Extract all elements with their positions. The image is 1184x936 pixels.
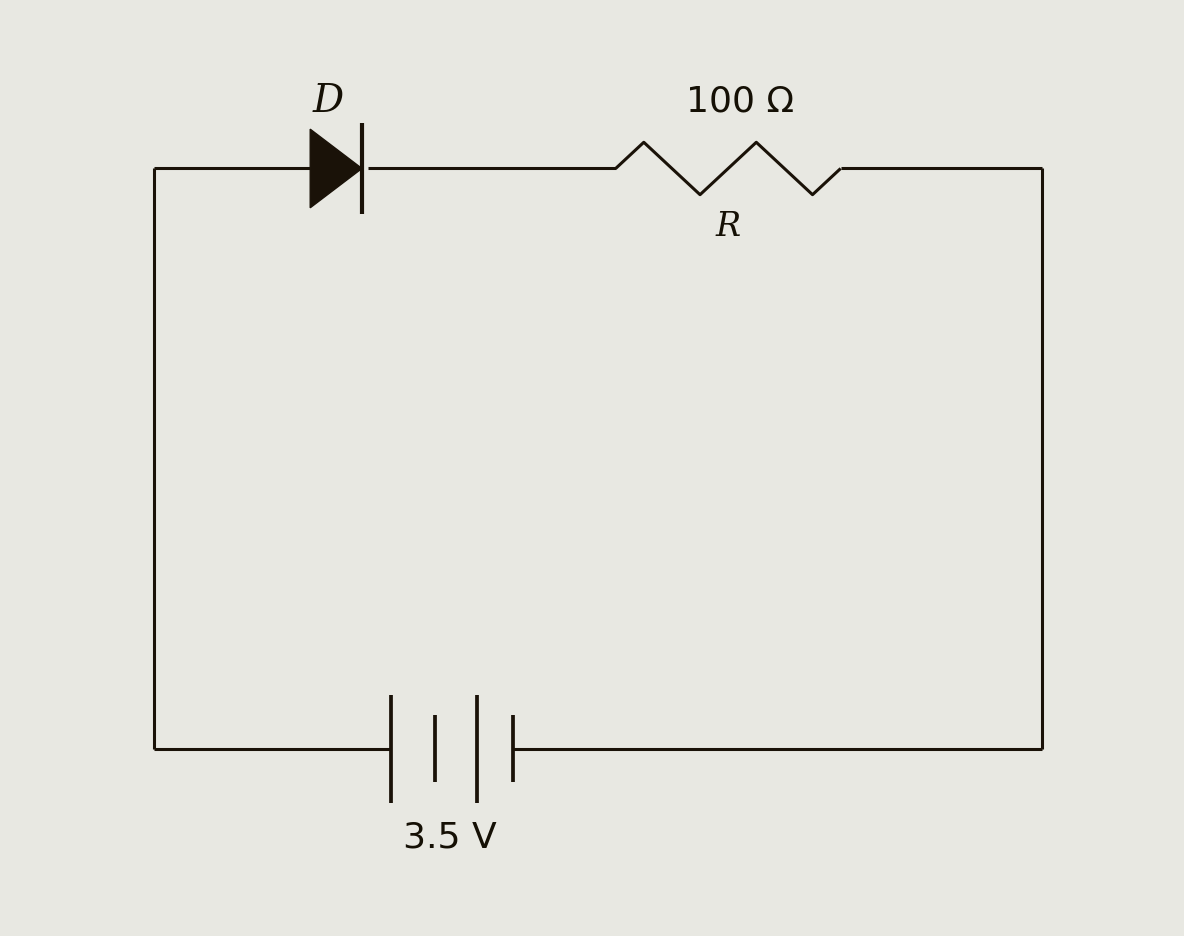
Text: D: D xyxy=(313,82,343,120)
Polygon shape xyxy=(310,129,362,208)
Text: R: R xyxy=(715,211,741,242)
Text: 3.5 V: 3.5 V xyxy=(403,821,497,855)
Text: 100 Ω: 100 Ω xyxy=(686,84,794,118)
